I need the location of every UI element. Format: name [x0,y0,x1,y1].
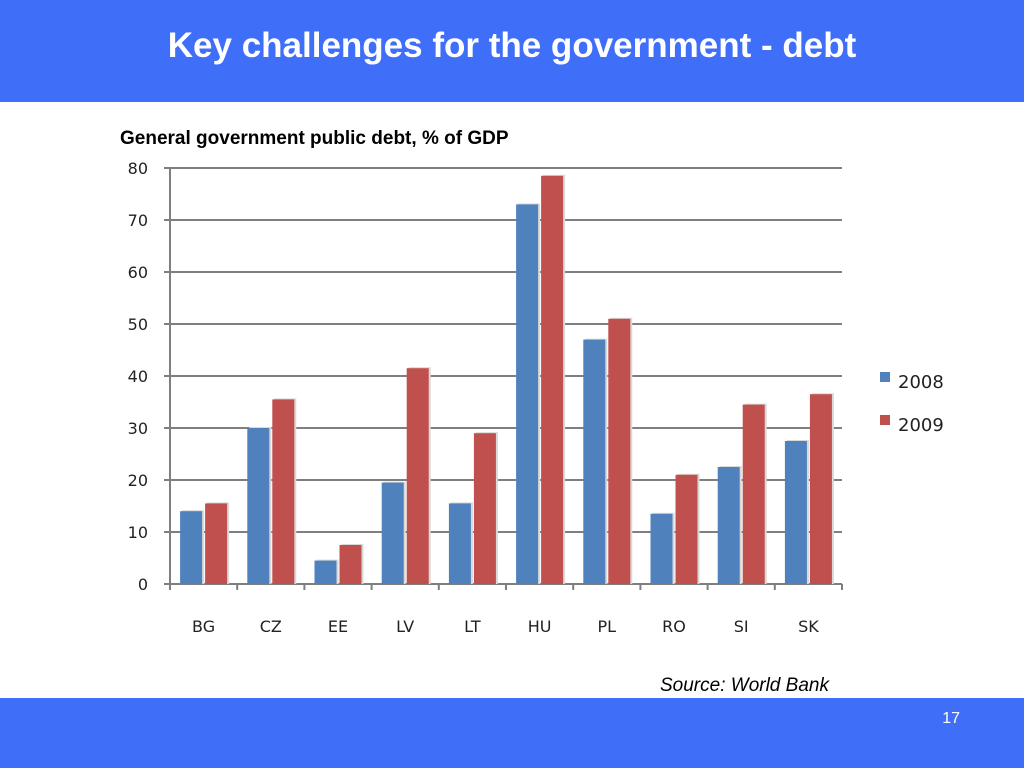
bar-chart: 0 10 20 30 40 50 60 70 80 BG CZ EE LV LT HU PL RO SI SK 200… [128,159,944,636]
bar-LT-2009 [473,433,496,584]
bar-PL-2009 [608,318,631,584]
x-tick-label-LT: LT [464,617,481,636]
bar-RO-2009 [675,474,698,584]
source-note: Source: World Bank [660,675,829,696]
bar-SK-2009 [809,394,832,584]
y-tick-label-20: 20 [128,471,148,490]
y-tick-label-80: 80 [128,159,148,178]
bar-EE-2008 [314,560,337,584]
y-tick-label-50: 50 [128,315,148,334]
x-tick-label-EE: EE [328,617,348,636]
bar-EE-2009 [339,545,362,584]
bar-LV-2008 [381,482,404,584]
x-tick-label-SK: SK [798,617,819,636]
y-tick-label-40: 40 [128,367,148,386]
x-tick-label-RO: RO [662,617,686,636]
slide-title: Key challenges for the government - debt [167,26,857,65]
x-tick-label-PL: PL [598,617,617,636]
bar-CZ-2009 [272,399,295,584]
y-tick-label-70: 70 [128,211,148,230]
bar-BG-2009 [205,503,228,584]
bar-LT-2008 [448,503,471,584]
bar-CZ-2008 [247,428,270,584]
legend-label-2008: 2008 [898,372,944,393]
footer-band [0,698,1024,768]
x-tick-label-LV: LV [396,617,414,636]
legend-label-2009: 2009 [898,415,944,436]
bar-PL-2008 [583,339,606,584]
bar-SK-2008 [784,441,807,584]
y-tick-label-60: 60 [128,263,148,282]
chart-title: General government public debt, % of GDP [120,128,509,149]
bar-SI-2009 [742,404,765,584]
header-band [0,0,1024,102]
x-tick-label-CZ: CZ [260,617,282,636]
y-tick-label-0: 0 [138,575,148,594]
x-tick-label-BG: BG [192,617,215,636]
y-tick-label-10: 10 [128,523,148,542]
legend-swatch-2009 [880,415,890,425]
legend-swatch-2008 [880,372,890,382]
bar-HU-2009 [541,175,564,585]
page-number: 17 [942,710,960,727]
bar-LV-2009 [406,368,429,584]
bar-RO-2008 [650,513,673,584]
bar-HU-2008 [516,204,539,584]
x-tick-label-HU: HU [528,617,552,636]
bar-SI-2008 [717,467,740,584]
y-tick-label-30: 30 [128,419,148,438]
x-tick-label-SI: SI [734,617,749,636]
bar-BG-2008 [180,511,203,584]
